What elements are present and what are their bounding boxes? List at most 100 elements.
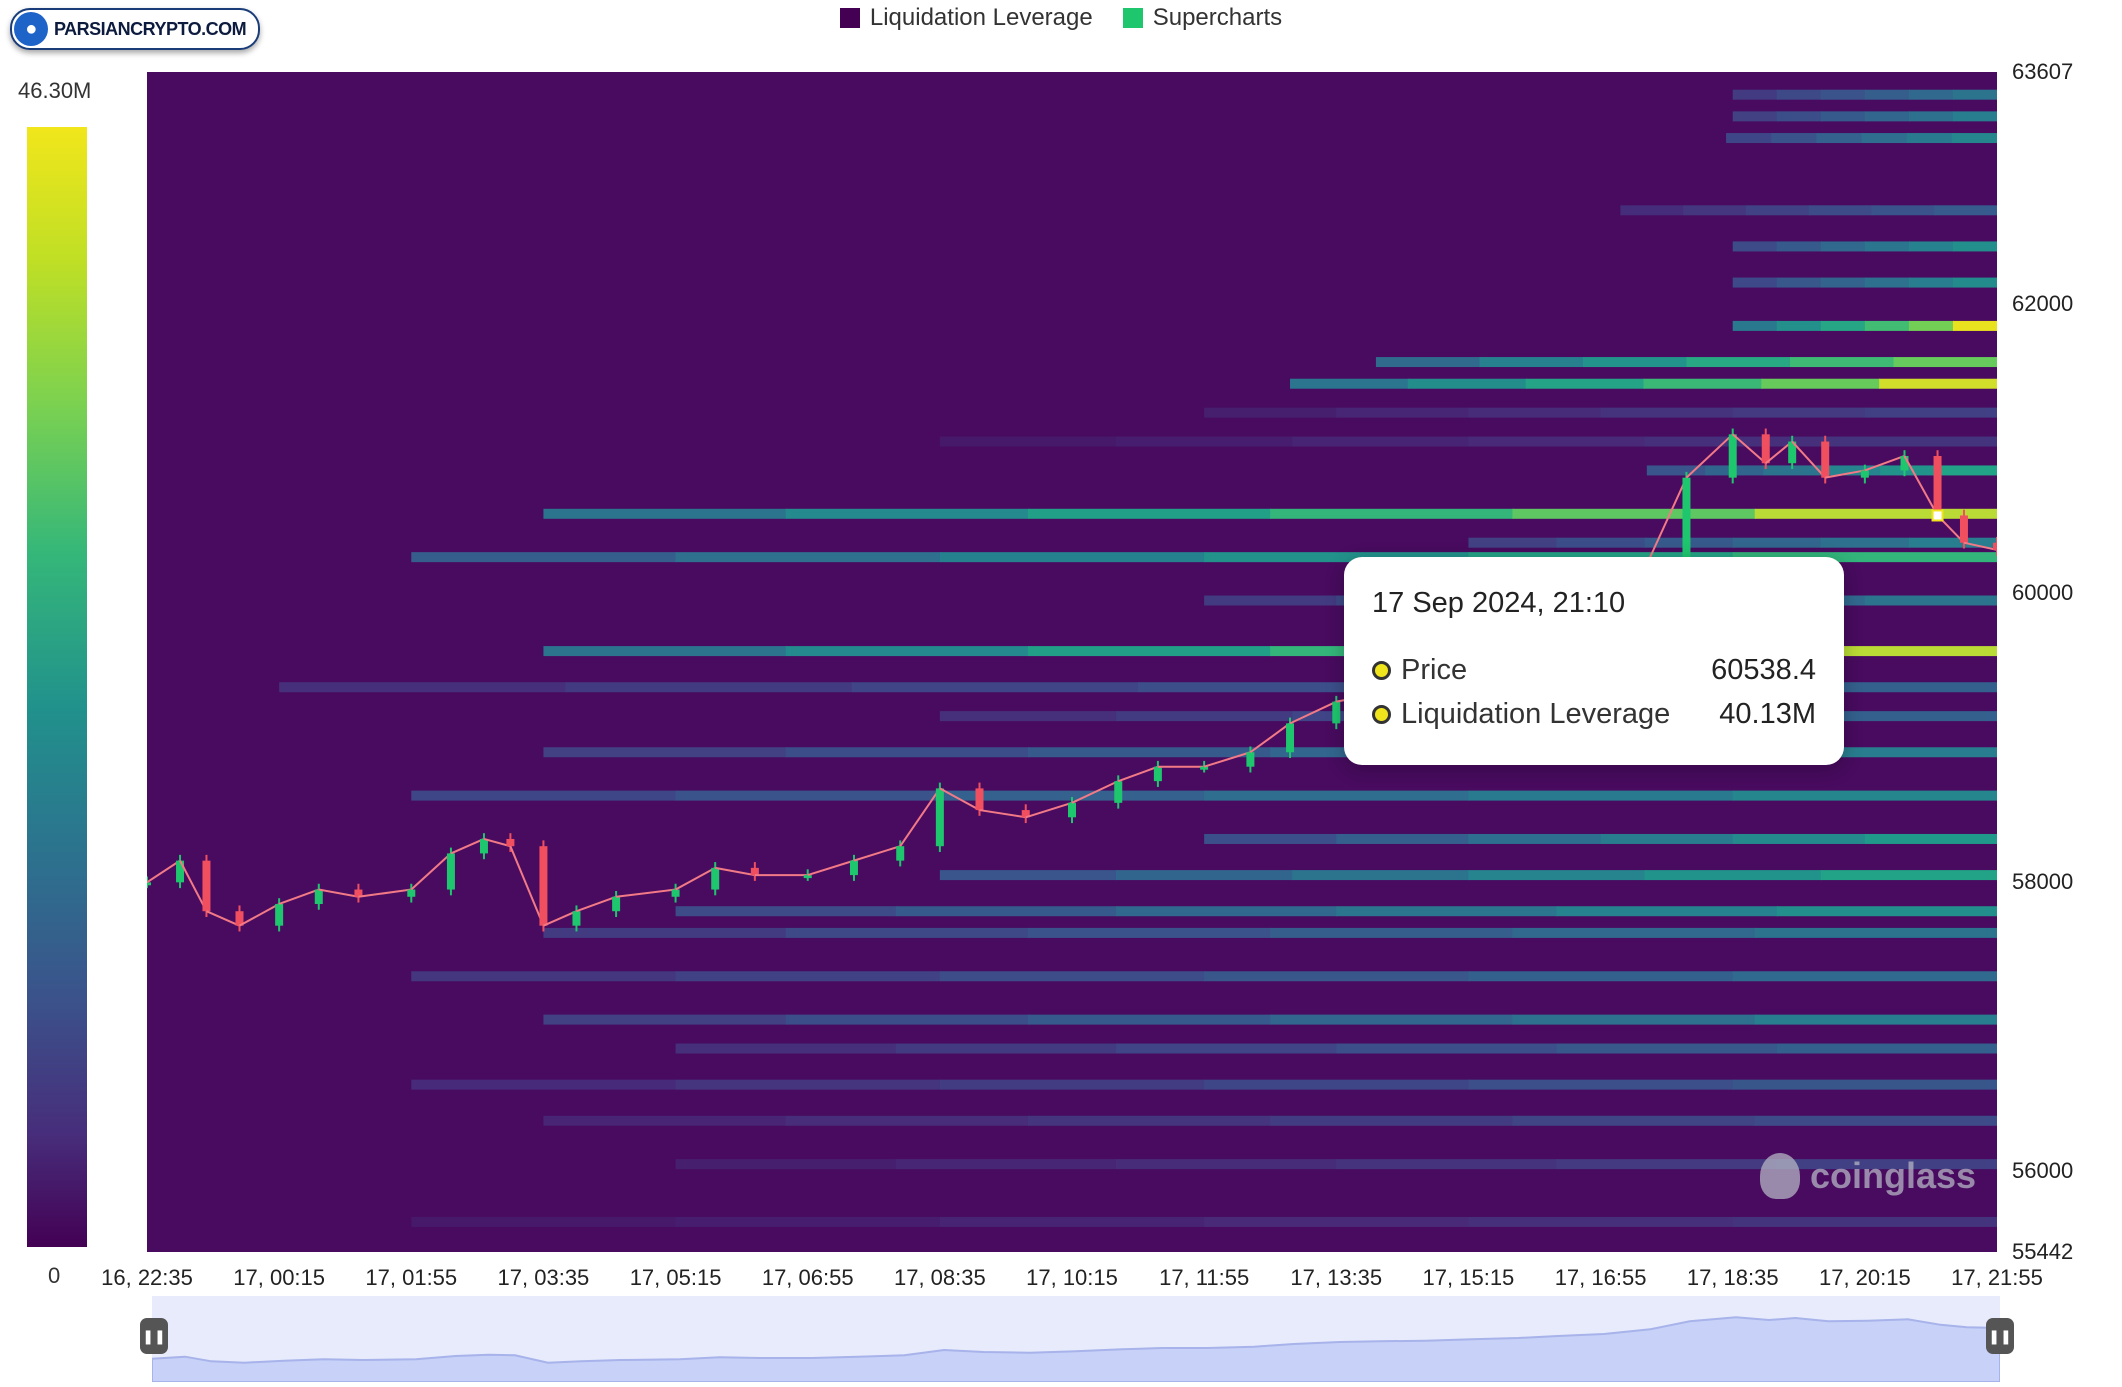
liquidation-band: [675, 971, 941, 982]
navigator-right-handle[interactable]: ❚❚: [1986, 1318, 2014, 1354]
price-line-segment: [1071, 780, 1119, 804]
candle-body: [1821, 441, 1830, 478]
candle-body: [235, 911, 244, 926]
x-tick-label: 17, 05:15: [629, 1265, 722, 1290]
price-line-segment: [1249, 722, 1291, 754]
price-line-segment: [1732, 433, 1767, 464]
legend-item-liquidation-leverage[interactable]: Liquidation Leverage: [839, 4, 1093, 32]
liquidation-band: [1952, 241, 1997, 252]
liquidation-band: [1771, 133, 1818, 144]
liquidation-band: [939, 870, 1118, 881]
candle-body: [935, 788, 944, 847]
liquidation-band: [565, 682, 853, 693]
candle-body: [671, 889, 680, 897]
liquidation-band: [1479, 357, 1584, 368]
legend-item-supercharts[interactable]: Supercharts: [1122, 4, 1282, 32]
liquidation-band: [279, 682, 567, 693]
candle-body: [314, 889, 323, 904]
x-tick-label: 17, 10:15: [1026, 1265, 1118, 1290]
liquidation-band: [1290, 378, 1409, 389]
liquidation-band: [895, 1159, 1118, 1170]
liquidation-band: [1732, 407, 1866, 418]
liquidation-band: [1204, 552, 1470, 563]
price-line-segment: [450, 838, 485, 855]
liquidation-band: [675, 1216, 941, 1227]
price-line-segment: [1289, 700, 1337, 725]
price-line-segment: [410, 852, 452, 891]
tooltip-row-leverage: Liquidation Leverage 40.13M: [1372, 692, 1816, 736]
candle-body: [711, 867, 720, 890]
liquidation-band: [785, 646, 1029, 657]
liquidation-band: [1116, 870, 1294, 881]
liquidation-band: [1732, 89, 1778, 100]
coinglass-logo-icon: [1760, 1153, 1800, 1199]
liquidation-band: [1763, 465, 1823, 476]
liquidation-band: [543, 927, 787, 938]
liquidation-band: [1821, 465, 1882, 476]
liquidation-band: [1820, 320, 1866, 331]
candle-body: [354, 889, 363, 897]
liquidation-band: [1027, 747, 1272, 758]
liquidation-band: [1336, 833, 1470, 844]
liquidation-band: [1754, 927, 1997, 938]
candle-body: [1246, 752, 1255, 767]
candle-body: [572, 911, 581, 926]
liquidation-band: [1204, 1216, 1470, 1227]
liquidation-band: [1776, 1159, 1997, 1170]
liquidation-band: [1138, 682, 1426, 693]
liquidation-band: [411, 1216, 677, 1227]
liquidation-band: [1871, 205, 1936, 216]
liquidation-band: [1864, 89, 1910, 100]
liquidation-band: [1864, 241, 1910, 252]
liquidation-band: [1864, 595, 1997, 606]
liquidation-band: [1732, 241, 1778, 252]
liquidation-band: [1732, 1216, 1997, 1227]
candle-body: [407, 889, 416, 897]
liquidation-band: [1525, 378, 1645, 389]
liquidation-band: [1600, 407, 1734, 418]
liquidation-band: [1952, 89, 1997, 100]
x-tick-label: 17, 11:55: [1159, 1265, 1250, 1290]
price-line-segment: [318, 888, 359, 898]
candle-body: [750, 867, 759, 876]
price-line-segment: [1025, 801, 1073, 819]
candle-body: [1332, 701, 1341, 724]
liquidation-band: [1776, 89, 1822, 100]
liquidation-band: [1582, 357, 1688, 368]
x-tick-label: 17, 06:55: [761, 1265, 854, 1290]
navigator-left-handle[interactable]: ❚❚: [140, 1318, 168, 1354]
liquidation-band: [939, 1216, 1206, 1227]
liquidation-band: [1732, 320, 1778, 331]
liquidation-band: [1686, 357, 1791, 368]
y-tick-label: 60000: [2012, 580, 2074, 606]
liquidation-band: [1270, 927, 1514, 938]
liquidation-band: [1816, 133, 1863, 144]
liquidation-band: [1864, 277, 1910, 288]
liquidation-band: [1643, 378, 1763, 389]
price-line-segment: [899, 787, 941, 847]
liquidation-band: [1556, 537, 1646, 548]
liquidation-band: [1754, 1115, 1997, 1126]
liquidation-band: [1683, 205, 1747, 216]
tooltip-label: Liquidation Leverage: [1401, 697, 1671, 730]
liquidation-band: [1600, 833, 1734, 844]
liquidation-band: [1468, 790, 1734, 801]
tooltip-row-price: Price 60538.4: [1372, 648, 1816, 692]
price-line-segment: [509, 845, 545, 927]
liquidation-band: [1908, 320, 1954, 331]
color-scale-max: 46.30M: [18, 78, 92, 103]
liquidation-band: [1556, 1159, 1778, 1170]
liquidation-band: [1270, 1115, 1514, 1126]
price-line-segment: [206, 910, 240, 927]
candle-body: [612, 896, 621, 912]
liquidation-band: [1776, 320, 1822, 331]
range-navigator[interactable]: [151, 1296, 2001, 1383]
price-line-segment: [1645, 477, 1688, 565]
tooltip-date: 17 Sep 2024, 21:10: [1372, 587, 1626, 619]
liquidation-band: [1375, 357, 1481, 368]
liquidation-band: [1754, 646, 1997, 657]
y-tick-label: 62000: [2012, 291, 2074, 317]
liquidation-band: [1732, 833, 1866, 844]
liquidation-band: [675, 1079, 941, 1090]
liquidation-band: [411, 790, 677, 801]
